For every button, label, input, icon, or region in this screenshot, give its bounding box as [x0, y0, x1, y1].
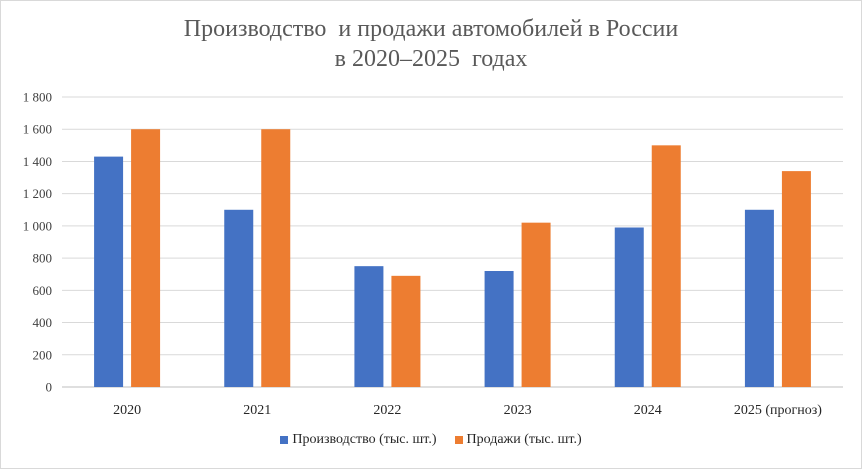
bar-sales	[131, 129, 161, 387]
legend-swatch-production	[280, 436, 289, 444]
legend-swatch-sales	[454, 436, 463, 444]
y-tick-label: 1 400	[23, 154, 52, 169]
bar-sales	[521, 222, 551, 387]
y-tick-label: 200	[33, 347, 53, 362]
x-tick-label: 2020	[113, 403, 141, 418]
x-tick-label: 2022	[373, 403, 401, 418]
legend: Производство (тыс. шт.) Продажи (тыс. шт…	[0, 432, 862, 448]
legend-label-production: Производство (тыс. шт.)	[292, 432, 437, 447]
x-tick-label: 2024	[634, 403, 662, 418]
y-tick-label: 0	[46, 380, 53, 395]
y-tick-label: 1 800	[23, 90, 52, 105]
bar-sales	[261, 129, 291, 387]
chart-title-line-1: Производство и продажи автомобилей в Рос…	[183, 16, 679, 42]
bar-production	[614, 227, 644, 387]
y-tick-label: 1 000	[23, 218, 52, 233]
x-tick-label: 2025 (прогноз)	[734, 403, 822, 418]
legend-item-production: Производство (тыс. шт.)	[280, 432, 437, 448]
y-tick-label: 1 600	[23, 122, 52, 137]
x-tick-label: 2023	[504, 403, 532, 418]
y-tick-label: 800	[33, 251, 53, 266]
legend-item-sales: Продажи (тыс. шт.)	[454, 432, 582, 448]
chart-title: Производство и продажи автомобилей в Рос…	[0, 14, 862, 74]
bar-production	[354, 266, 384, 387]
y-tick-label: 600	[33, 283, 53, 298]
legend-label-sales: Продажи (тыс. шт.)	[466, 432, 582, 447]
bar-production	[484, 271, 514, 387]
bar-production	[94, 156, 124, 387]
bar-production	[224, 209, 254, 387]
chart-title-line-2: в 2020–2025 годах	[334, 46, 528, 72]
y-tick-label: 400	[33, 315, 53, 330]
bar-sales	[651, 145, 681, 387]
x-tick-label: 2021	[243, 403, 271, 418]
bar-sales	[391, 275, 421, 387]
bar-production	[744, 209, 774, 387]
y-tick-label: 1 200	[23, 186, 52, 201]
bar-sales	[781, 171, 811, 387]
